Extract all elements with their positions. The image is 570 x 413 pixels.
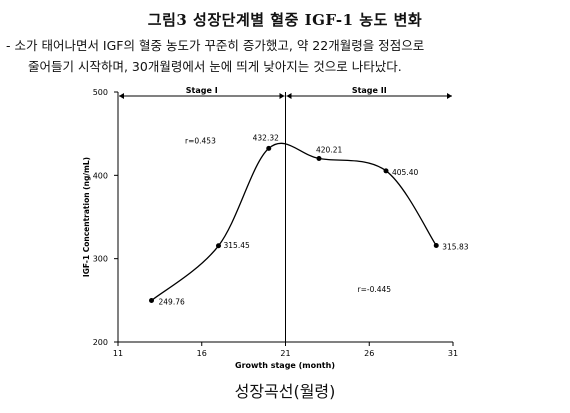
data-point	[266, 145, 272, 151]
x-axis-label: Growth stage (month)	[235, 361, 335, 370]
data-label: 405.40	[392, 168, 418, 177]
data-label: 249.76	[159, 298, 185, 307]
data-label: 315.45	[224, 241, 250, 250]
x-tick-label: 26	[364, 349, 374, 358]
description-line-1: - 소가 태어나면서 IGF의 혈중 농도가 꾸준히 증가했고, 약 22개월령…	[6, 38, 425, 53]
x-tick-label: 21	[280, 349, 290, 358]
data-label: 315.83	[442, 242, 468, 251]
correlation-annotation: r=0.453	[185, 137, 216, 146]
stage-label-1: Stage I	[186, 86, 218, 95]
description-line-2: 줄어들기 시작하며, 30개월령에서 눈에 띄게 낮아지는 것으로 나타났다.	[28, 59, 402, 74]
y-tick-label: 500	[93, 88, 108, 97]
x-tick-label: 16	[197, 349, 207, 358]
y-axis-label: IGF-1 Concentration (ng/mL)	[82, 157, 91, 277]
stage-arrowhead-left	[286, 93, 292, 99]
y-tick-label: 400	[93, 171, 108, 180]
series-line	[151, 142, 437, 302]
page-title: 그림3 성장단계별 혈중 IGF-1 농도 변화	[147, 11, 423, 29]
stage-arrowhead-right	[447, 93, 452, 99]
chart-marks: 200 300 400 500 11 16 21 26 31 Stage I Stage II 249…	[93, 86, 469, 358]
correlation-annotation: r=-0.445	[358, 285, 392, 294]
stage-arrowhead-left	[119, 93, 124, 99]
x-tick-label: 31	[448, 349, 458, 358]
stage-label-2: Stage II	[352, 86, 387, 95]
data-label: 432.32	[253, 133, 279, 142]
data-point	[149, 298, 154, 304]
data-point	[433, 242, 439, 248]
description: - 소가 태어나면서 IGF의 혈중 농도가 꾸준히 증가했고, 약 22개월령…	[6, 35, 566, 77]
data-label: 420.21	[316, 145, 342, 154]
data-point	[383, 168, 389, 174]
y-tick-label: 200	[93, 338, 108, 347]
y-tick-label: 300	[93, 255, 108, 264]
x-tick-label: 11	[113, 349, 123, 358]
data-point	[316, 155, 322, 161]
stage-arrowhead-right	[279, 93, 285, 99]
figure-caption: 성장곡선(월령)	[234, 382, 336, 401]
data-point	[216, 243, 221, 249]
